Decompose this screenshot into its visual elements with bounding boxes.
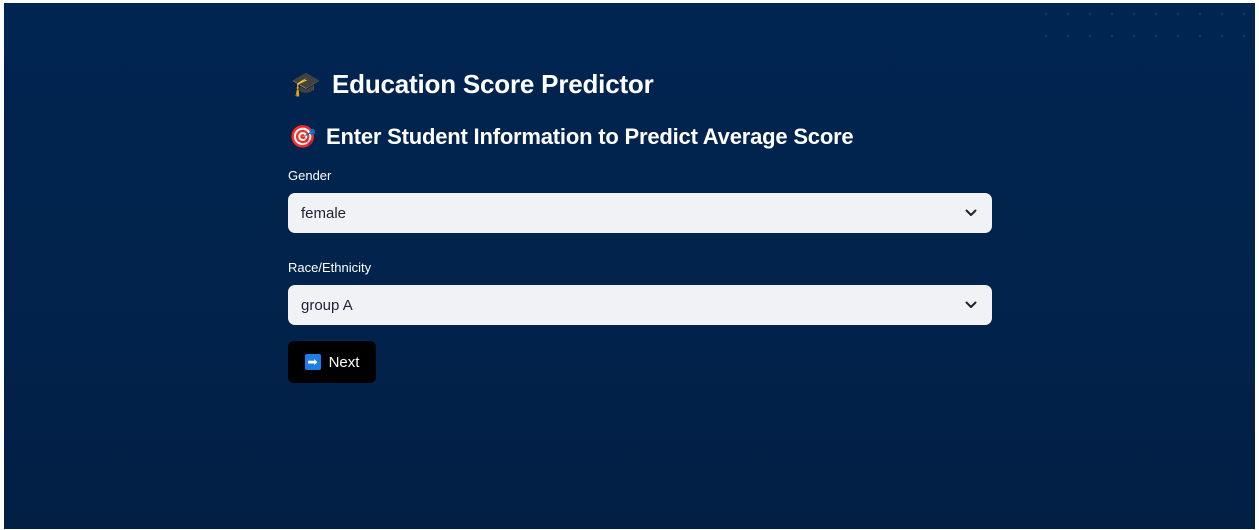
next-button-label: Next: [328, 353, 360, 371]
race-ethnicity-label: Race/Ethnicity: [288, 260, 372, 275]
chevron-down-icon: [964, 298, 978, 312]
main-content: 🎓 Education Score Predictor 🎯 Enter Stud…: [288, 63, 992, 383]
target-icon: 🎯: [289, 124, 317, 149]
section-subtitle-text: Enter Student Information to Predict Ave…: [326, 124, 854, 149]
app-frame: 🎓 Education Score Predictor 🎯 Enter Stud…: [4, 3, 1255, 529]
gender-select-value: female: [301, 204, 347, 222]
section-subtitle: 🎯 Enter Student Information to Predict A…: [288, 117, 992, 157]
right-arrow-icon: ➡: [304, 354, 321, 370]
gender-label: Gender: [288, 168, 332, 183]
race-ethnicity-select-value: group A: [301, 296, 353, 314]
next-button[interactable]: ➡ Next: [288, 341, 376, 383]
graduation-cap-icon: 🎓: [291, 70, 321, 98]
chevron-down-icon: [964, 206, 978, 220]
gender-select[interactable]: female: [288, 193, 992, 233]
race-ethnicity-select[interactable]: group A: [288, 285, 992, 325]
decorative-dots: [1035, 3, 1255, 43]
page-title-text: Education Score Predictor: [332, 68, 654, 99]
page-title: 🎓 Education Score Predictor: [288, 63, 992, 105]
